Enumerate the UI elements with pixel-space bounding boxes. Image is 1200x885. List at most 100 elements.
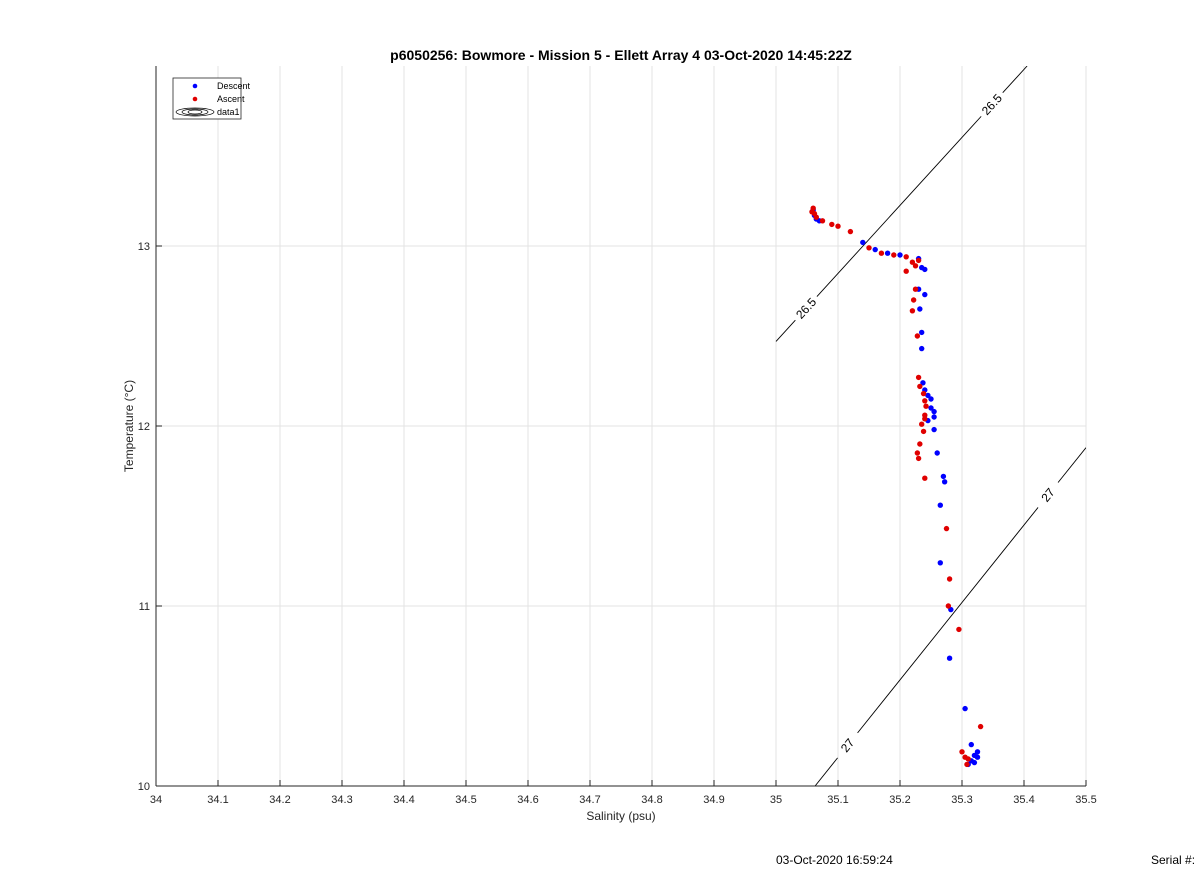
data-point-descent bbox=[931, 414, 937, 420]
data-point-descent bbox=[974, 754, 981, 760]
isopycnal-line bbox=[814, 757, 838, 786]
data-point-descent bbox=[941, 479, 948, 485]
data-point-ascent bbox=[922, 475, 928, 481]
data-point-descent bbox=[917, 306, 923, 312]
isopycnal-line bbox=[857, 507, 1039, 734]
y-tick-label: 10 bbox=[138, 781, 150, 793]
data-point-ascent bbox=[915, 257, 922, 264]
legend-entry-descent: Descent bbox=[217, 81, 251, 91]
data-point-descent bbox=[974, 749, 981, 755]
data-point-descent bbox=[940, 473, 947, 480]
data-point-ascent bbox=[917, 383, 923, 390]
x-axis-label: Salinity (psu) bbox=[586, 809, 655, 823]
data-point-ascent bbox=[915, 455, 922, 462]
legend-marker-ascent bbox=[192, 96, 198, 102]
x-tick-label: 34.1 bbox=[207, 794, 228, 806]
contour-icon bbox=[175, 107, 215, 117]
y-tick-label: 12 bbox=[138, 421, 150, 433]
data-point-ascent bbox=[903, 254, 909, 260]
data-point-ascent bbox=[813, 214, 819, 220]
data-point-ascent bbox=[835, 223, 841, 229]
data-point-ascent bbox=[819, 218, 826, 224]
data-point-descent bbox=[928, 396, 934, 402]
isopycnal-line bbox=[1057, 447, 1086, 483]
data-point-descent bbox=[884, 250, 891, 256]
x-tick-label: 35.2 bbox=[889, 794, 910, 806]
y-tick-label: 11 bbox=[139, 601, 150, 613]
data-point-descent bbox=[971, 759, 978, 766]
data-point-ascent bbox=[964, 761, 970, 768]
data-point-descent bbox=[934, 450, 940, 456]
data-point-descent bbox=[931, 426, 937, 433]
isopycnal-line bbox=[816, 116, 982, 297]
data-point-ascent bbox=[909, 259, 916, 265]
x-tick-label: 35.3 bbox=[951, 794, 972, 806]
data-point-descent bbox=[920, 380, 926, 386]
data-point-ascent bbox=[829, 221, 835, 228]
data-point-descent bbox=[962, 705, 968, 712]
data-point-ascent bbox=[912, 263, 919, 269]
isopycnal-label: 27 bbox=[838, 736, 857, 755]
data-point-ascent bbox=[943, 525, 950, 532]
x-tick-label: 34.7 bbox=[579, 794, 600, 806]
data-point-ascent bbox=[922, 398, 928, 404]
x-tick-label: 34.8 bbox=[641, 794, 662, 806]
data-point-ascent bbox=[945, 603, 952, 609]
data-point-descent bbox=[922, 266, 928, 273]
data-point-ascent bbox=[914, 450, 921, 456]
data-point-ascent bbox=[914, 333, 921, 339]
contour-icon-ring bbox=[175, 107, 215, 117]
isopycnal-label: 26.5 bbox=[979, 91, 1005, 118]
data-point-ascent bbox=[909, 308, 916, 314]
contour-icon-ring bbox=[187, 109, 203, 115]
data-point-descent bbox=[922, 291, 928, 298]
legend[interactable]: Descent Ascent data1 bbox=[172, 77, 251, 120]
data-point-descent bbox=[946, 655, 953, 661]
x-tick-label: 35.5 bbox=[1075, 794, 1096, 806]
data-point-descent bbox=[928, 405, 934, 411]
y-tick-label: 13 bbox=[138, 241, 150, 253]
data-point-ascent bbox=[910, 297, 917, 303]
x-tick-label: 35 bbox=[770, 794, 782, 806]
data-point-ascent bbox=[922, 416, 928, 422]
x-tick-label: 34.4 bbox=[393, 794, 414, 806]
data-point-ascent bbox=[946, 576, 953, 582]
data-point-descent bbox=[925, 392, 931, 399]
data-point-descent bbox=[860, 239, 866, 246]
isopycnal-label: 27 bbox=[1038, 485, 1057, 504]
legend-entry-ascent: Ascent bbox=[217, 94, 245, 104]
x-tick-label: 34.6 bbox=[517, 794, 538, 806]
series-descent bbox=[810, 207, 981, 768]
x-tick-label: 34 bbox=[150, 794, 162, 806]
data-point-ascent bbox=[923, 403, 929, 409]
y-tick-labels: 10 11 12 13 bbox=[138, 241, 162, 793]
y-axis-label: Temperature (°C) bbox=[122, 380, 136, 472]
data-point-ascent bbox=[847, 228, 854, 235]
data-point-descent bbox=[919, 345, 925, 352]
data-point-ascent bbox=[915, 374, 922, 381]
footer-serial-label: Serial #: bbox=[1151, 853, 1196, 867]
series-ascent bbox=[809, 205, 984, 768]
chart-title: p6050256: Bowmore - Mission 5 - Ellett A… bbox=[390, 47, 852, 63]
x-tick-labels: 34 34.1 34.2 34.3 34.4 34.5 34.6 34.7 34.8 34.9 35… bbox=[150, 780, 1097, 806]
data-point-ascent bbox=[903, 268, 909, 274]
isopycnal-line bbox=[1002, 66, 1028, 94]
data-point-ascent bbox=[956, 626, 962, 633]
legend-entry-data1: data1 bbox=[217, 107, 240, 117]
data-point-descent bbox=[968, 741, 974, 748]
data-point-descent bbox=[872, 246, 878, 253]
data-point-ascent bbox=[920, 428, 927, 435]
data-point-ascent bbox=[810, 205, 816, 211]
data-point-ascent bbox=[866, 245, 872, 251]
isopycnal-line bbox=[775, 319, 796, 342]
legend-marker-descent bbox=[192, 83, 198, 89]
isopycnal-label: 26.5 bbox=[793, 295, 819, 322]
data-point-ascent bbox=[878, 250, 885, 256]
data-point-ascent bbox=[920, 390, 927, 397]
x-tick-label: 34.9 bbox=[703, 794, 724, 806]
x-tick-label: 34.5 bbox=[455, 794, 476, 806]
data-point-descent bbox=[931, 408, 937, 415]
legend-box bbox=[172, 77, 242, 120]
data-point-ascent bbox=[919, 421, 925, 427]
data-point-ascent bbox=[912, 286, 919, 292]
